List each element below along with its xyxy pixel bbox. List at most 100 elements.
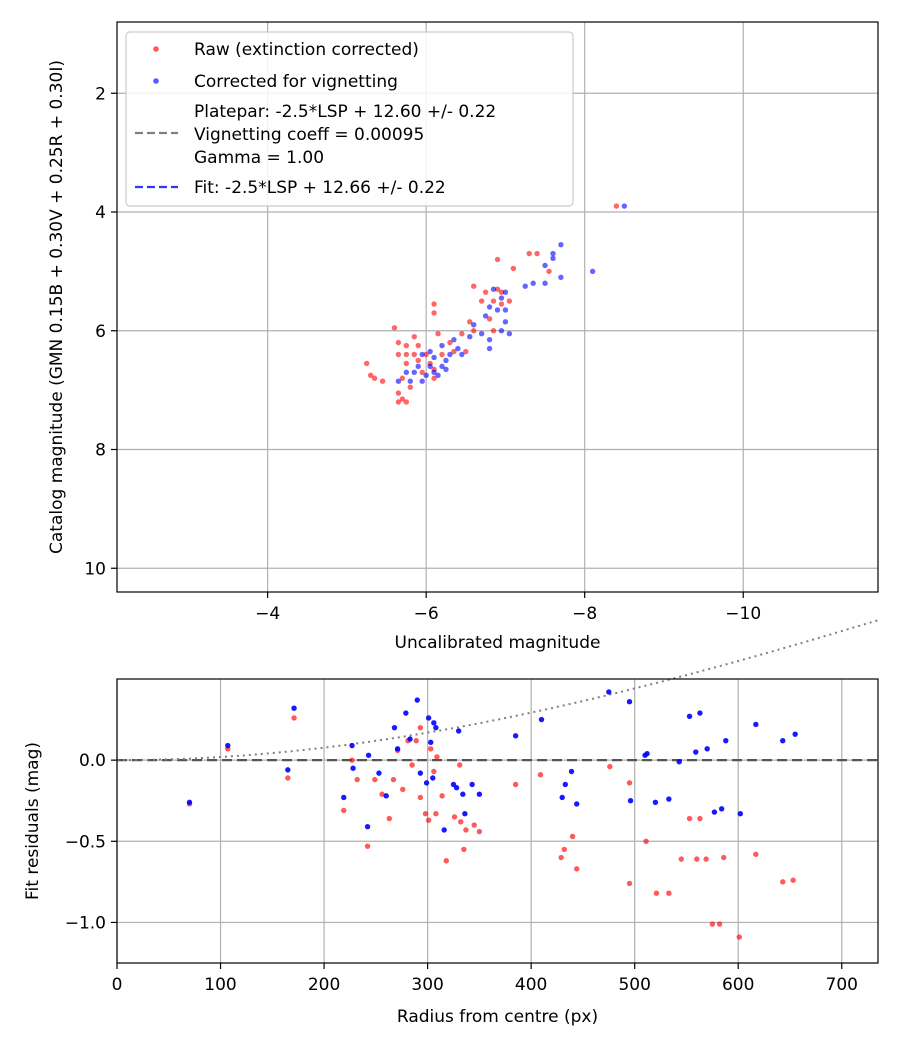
top-corrected-point <box>502 307 509 313</box>
legend-raw-label: Raw (extinction corrected) <box>194 40 419 60</box>
top-raw-point <box>407 384 414 390</box>
bottom-corrected-point <box>676 759 682 765</box>
bottom-raw-point <box>439 793 445 799</box>
top-y-tick-label: 2 <box>95 84 106 104</box>
bottom-corrected-point <box>403 710 409 716</box>
top-raw-point <box>395 399 402 405</box>
legend-corrected-label: Corrected for vignetting <box>194 72 398 92</box>
top-raw-point <box>498 301 505 307</box>
bottom-plot-frame <box>116 678 879 964</box>
top-corrected-point <box>486 304 493 310</box>
top-raw-point <box>482 289 489 295</box>
bottom-corrected-point <box>376 770 382 776</box>
bottom-raw-point <box>443 858 449 864</box>
bottom-corrected-point <box>428 739 434 745</box>
top-corrected-point <box>542 280 548 286</box>
bottom-raw-point <box>471 822 477 828</box>
top-corrected-point <box>395 378 402 384</box>
legend-box <box>125 31 574 207</box>
bottom-x-tick-label: 300 <box>411 975 443 995</box>
top-corrected-point <box>498 295 505 301</box>
top-x-axis-label: Uncalibrated magnitude <box>395 633 601 653</box>
top-corrected-point <box>419 351 425 358</box>
top-raw-point <box>546 268 552 275</box>
top-corrected-point <box>558 241 564 248</box>
bottom-data-points <box>186 689 798 940</box>
top-corrected-point <box>530 280 536 286</box>
top-corrected-point <box>419 378 425 384</box>
bottom-raw-point <box>561 846 567 853</box>
top-raw-point <box>399 396 406 402</box>
bottom-x-tick-label: 400 <box>515 975 547 995</box>
top-raw-point <box>403 399 410 405</box>
top-raw-point <box>391 325 398 331</box>
top-corrected-point <box>506 331 513 337</box>
top-corrected-point <box>431 354 437 361</box>
bottom-raw-point <box>341 807 347 814</box>
bottom-corrected-point <box>559 794 565 801</box>
bottom-corrected-point <box>686 713 693 720</box>
legend-corrected-marker <box>153 78 159 84</box>
bottom-corrected-point <box>349 742 355 749</box>
bottom-x-tick-label: 500 <box>618 975 650 995</box>
bottom-axis-ticks: 0 100 200 300 400 500 600 700 0.0 −0.5 −1.0 <box>65 751 858 995</box>
top-gridlines <box>117 22 878 592</box>
bottom-corrected-point <box>792 731 798 737</box>
bottom-corrected-point <box>383 793 389 799</box>
bottom-raw-point <box>537 772 544 778</box>
top-corrected-point <box>423 372 429 378</box>
bottom-corrected-point <box>455 728 462 734</box>
top-raw-point <box>395 339 402 346</box>
top-raw-point <box>431 301 437 307</box>
bottom-corrected-point <box>431 720 437 726</box>
top-raw-point <box>395 390 402 396</box>
bottom-y-tick-label: −0.5 <box>65 832 106 852</box>
top-raw-point <box>399 375 406 381</box>
bottom-corrected-point <box>350 765 356 771</box>
bottom-corrected-point <box>723 737 729 744</box>
top-raw-point <box>364 360 370 367</box>
bottom-raw-point <box>736 934 742 940</box>
top-corrected-point <box>542 262 548 269</box>
bottom-raw-point <box>476 828 483 835</box>
top-corrected-point <box>494 307 501 313</box>
top-corrected-point <box>435 372 441 378</box>
top-corrected-point <box>502 319 509 325</box>
bottom-corrected-point <box>476 791 483 797</box>
top-data-points <box>364 203 628 405</box>
top-corrected-point <box>459 351 465 358</box>
top-raw-point <box>431 310 437 316</box>
bottom-corrected-point <box>627 798 634 804</box>
top-raw-point <box>435 331 441 337</box>
bottom-raw-point <box>390 776 397 783</box>
top-raw-point <box>439 351 445 358</box>
top-raw-point <box>403 360 410 367</box>
legend-fit-label: Fit: -2.5*LSP + 12.66 +/- 0.22 <box>194 178 446 198</box>
top-raw-point <box>447 339 453 346</box>
bottom-raw-point <box>607 763 613 770</box>
top-corrected-point <box>589 268 596 275</box>
bottom-raw-point <box>372 776 378 783</box>
bottom-raw-point <box>428 746 434 752</box>
top-corrected-point <box>427 363 433 370</box>
top-raw-point <box>411 351 417 358</box>
bottom-corrected-point <box>711 809 718 815</box>
bottom-raw-point <box>678 856 684 862</box>
top-plot-frame <box>116 21 879 593</box>
top-raw-point <box>419 369 425 376</box>
bottom-corrected-point <box>753 721 759 728</box>
top-corrected-point <box>455 345 461 352</box>
top-corrected-point <box>486 336 493 343</box>
bottom-corrected-point <box>606 689 612 695</box>
top-raw-point <box>534 250 540 257</box>
top-x-tick-label: −10 <box>725 604 761 624</box>
top-corrected-point <box>467 333 473 340</box>
bottom-corrected-point <box>453 785 460 791</box>
bottom-corrected-point <box>697 710 703 716</box>
top-corrected-point <box>621 203 628 209</box>
bottom-raw-point <box>653 890 660 896</box>
top-raw-point <box>379 378 386 384</box>
top-raw-point <box>431 375 437 381</box>
top-axis-ticks: −4 −6 −8 −10 2 4 6 8 10 <box>84 84 761 624</box>
